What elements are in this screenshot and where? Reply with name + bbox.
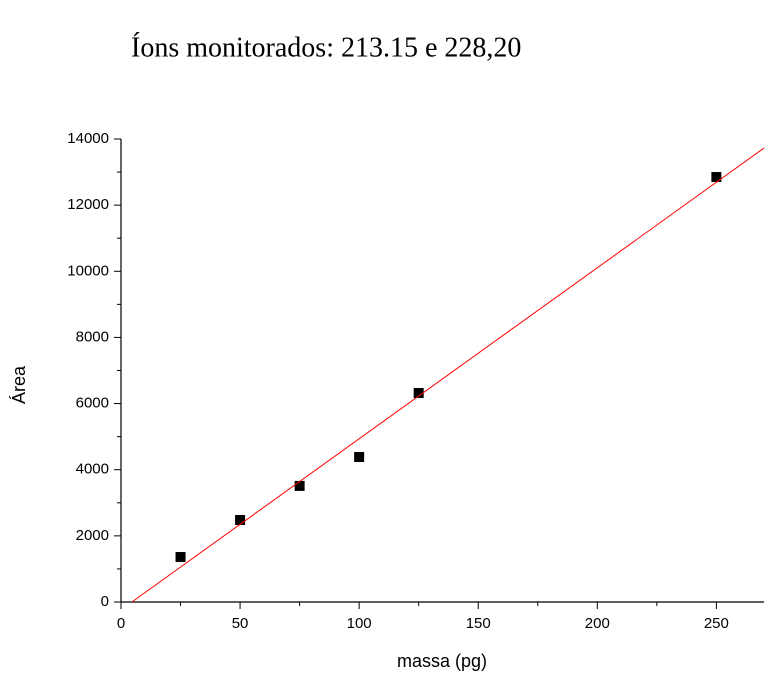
x-tick-label: 200 [585, 615, 610, 632]
y-tick-label: 2000 [76, 527, 109, 544]
x-axis-label: massa (pg) [397, 651, 487, 671]
y-tick-label: 10000 [67, 262, 109, 279]
x-tick-label: 250 [704, 615, 729, 632]
point [413, 387, 424, 398]
point [175, 552, 186, 563]
x-tick-label: 50 [232, 615, 249, 632]
y-tick-label: 4000 [76, 461, 109, 478]
x-tick-label: 150 [466, 615, 491, 632]
y-tick-label: 12000 [67, 196, 109, 213]
y-axis-label: Área [9, 365, 29, 404]
y-tick-label: 8000 [76, 328, 109, 345]
point [711, 172, 722, 183]
y-tick-label: 0 [101, 593, 109, 610]
x-tick-label: 0 [117, 615, 125, 632]
chart-title: Íons monitorados: 213.15 e 228,20 [131, 32, 521, 63]
point [235, 514, 246, 525]
point [294, 480, 305, 491]
point [354, 451, 365, 462]
y-tick-label: 14000 [67, 130, 109, 147]
y-tick-label: 6000 [76, 395, 109, 412]
fit-line [131, 147, 765, 603]
x-tick-label: 100 [347, 615, 372, 632]
